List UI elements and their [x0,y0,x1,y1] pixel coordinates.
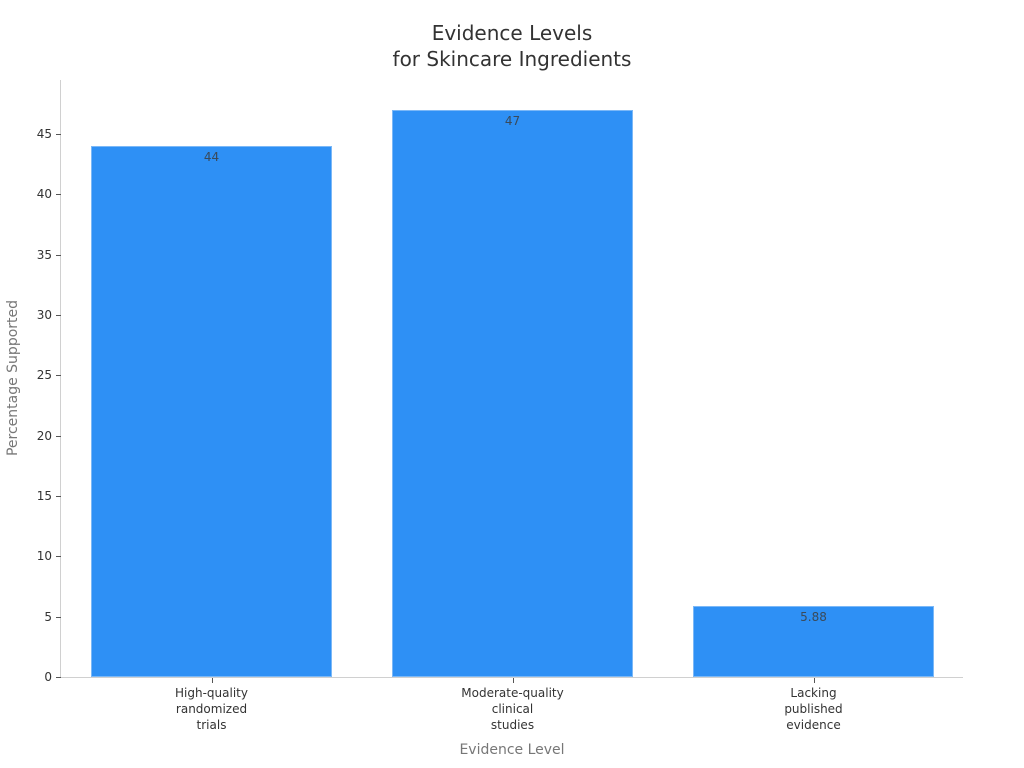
x-axis-line [60,677,963,678]
y-tick-mark [56,375,61,377]
y-tick-label: 40 [36,187,52,202]
y-tick-label: 10 [36,549,52,564]
chart-title-line-2: for Skincare Ingredients [392,47,632,71]
bar[interactable]: 47 [392,109,633,677]
y-tick: 10 [0,549,61,570]
y-tick-label: 0 [44,670,52,684]
bar-value-label: 47 [504,113,521,128]
x-tick-label: Lacking published evidence [784,686,843,732]
chart-title: Evidence Levels for Skincare Ingredients [0,20,1024,72]
y-tick-mark [56,134,61,135]
y-tick: 15 [0,489,61,510]
y-tick-mark [56,435,61,437]
y-tick-mark [56,194,61,196]
y-tick: 45 [0,127,61,148]
x-tick-mark [813,678,815,683]
y-tick-mark [56,496,61,497]
y-tick-label: 25 [36,368,52,383]
y-tick-mark [56,616,61,618]
bar[interactable]: 44 [91,146,332,677]
y-tick-label: 35 [36,247,52,262]
y-tick-label: 15 [36,489,52,503]
bar[interactable]: 5.88 [693,606,934,677]
x-axis-title: Evidence Level [459,742,565,758]
y-tick: 0 [0,670,61,691]
y-tick-label: 20 [36,428,52,443]
y-tick-label: 30 [36,308,52,322]
y-tick-label: 5 [44,609,52,624]
y-tick: 25 [0,368,61,389]
y-tick-mark [56,556,61,558]
y-tick-mark [56,677,61,678]
chart-title-line-1: Evidence Levels [431,21,593,45]
y-tick: 30 [0,308,61,329]
y-tick: 35 [0,248,61,269]
y-axis-title: Percentage Supported [5,299,21,457]
y-tick-mark [56,254,61,256]
y-tick-mark [56,315,61,316]
x-tick-mark [512,678,514,683]
x-tick-label: Moderate-quality clinical studies [461,686,564,732]
bar-value-label: 5.88 [800,610,827,625]
bar-value-label: 44 [203,150,220,165]
y-tick: 40 [0,187,61,208]
y-tick: 20 [0,429,61,450]
y-axis-line [60,80,61,678]
x-tick-label: High-quality randomized trials [175,686,248,732]
y-tick-label: 45 [36,127,52,141]
x-tick-mark [211,678,213,683]
y-tick: 5 [0,610,61,631]
